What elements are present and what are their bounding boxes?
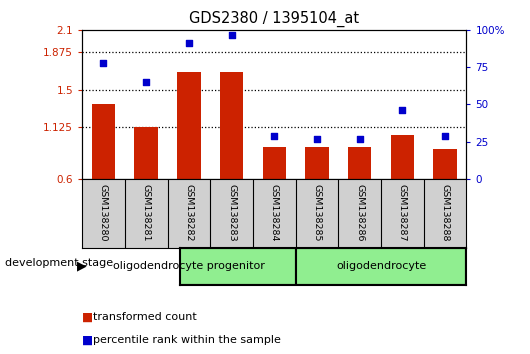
Bar bbox=[262, 147, 286, 238]
Bar bbox=[92, 104, 115, 238]
Title: GDS2380 / 1395104_at: GDS2380 / 1395104_at bbox=[189, 11, 359, 27]
Text: GSM138280: GSM138280 bbox=[99, 184, 108, 242]
Point bbox=[99, 60, 108, 65]
Text: ■: ■ bbox=[82, 310, 93, 323]
Bar bbox=[348, 147, 372, 238]
Point bbox=[398, 108, 407, 113]
Text: GSM138281: GSM138281 bbox=[142, 184, 151, 242]
Text: GSM138285: GSM138285 bbox=[313, 184, 322, 242]
Point bbox=[184, 41, 193, 46]
Text: GSM138288: GSM138288 bbox=[440, 184, 449, 242]
Text: transformed count: transformed count bbox=[93, 312, 197, 322]
Bar bbox=[220, 72, 243, 238]
Bar bbox=[434, 149, 457, 238]
Text: GSM138287: GSM138287 bbox=[398, 184, 407, 242]
Text: oligodendrocyte progenitor: oligodendrocyte progenitor bbox=[113, 261, 265, 272]
Text: ■: ■ bbox=[82, 333, 93, 346]
Text: percentile rank within the sample: percentile rank within the sample bbox=[93, 335, 280, 345]
Point bbox=[142, 79, 151, 85]
Text: development stage: development stage bbox=[5, 258, 113, 268]
Bar bbox=[391, 135, 414, 238]
Bar bbox=[135, 127, 158, 238]
Text: GSM138286: GSM138286 bbox=[355, 184, 364, 242]
Text: GSM138284: GSM138284 bbox=[270, 184, 279, 242]
Bar bbox=[177, 72, 201, 238]
Text: GSM138283: GSM138283 bbox=[227, 184, 236, 242]
Text: oligodendrocyte: oligodendrocyte bbox=[336, 261, 426, 272]
Text: ▶: ▶ bbox=[77, 260, 86, 273]
Point bbox=[313, 136, 321, 142]
Point bbox=[270, 133, 279, 138]
Point bbox=[441, 133, 449, 138]
Text: GSM138282: GSM138282 bbox=[184, 184, 193, 242]
Bar bbox=[82, 248, 296, 285]
Bar bbox=[305, 147, 329, 238]
Bar bbox=[296, 248, 466, 285]
Point bbox=[227, 32, 236, 38]
Point bbox=[356, 136, 364, 142]
